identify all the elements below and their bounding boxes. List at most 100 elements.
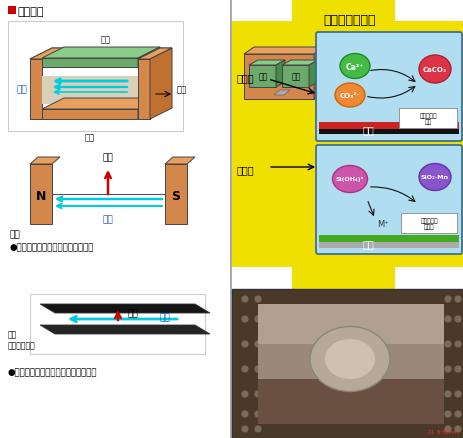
Bar (30, 165, 52, 225)
Polygon shape (138, 60, 150, 120)
FancyBboxPatch shape (400, 213, 456, 233)
Polygon shape (30, 49, 64, 60)
Ellipse shape (418, 56, 450, 84)
FancyBboxPatch shape (398, 109, 456, 129)
Text: 21  6:30mm: 21 6:30mm (427, 429, 457, 434)
Bar (30, 294, 205, 354)
Polygon shape (249, 66, 275, 88)
Bar (42, 77, 138, 105)
Polygon shape (42, 110, 138, 120)
Polygon shape (42, 99, 160, 110)
FancyBboxPatch shape (315, 33, 461, 141)
Polygon shape (282, 66, 308, 88)
Text: 水流: 水流 (160, 313, 170, 322)
Circle shape (253, 315, 262, 323)
Polygon shape (40, 304, 210, 313)
Polygon shape (42, 59, 138, 68)
Circle shape (453, 410, 461, 418)
Circle shape (443, 425, 451, 433)
Polygon shape (274, 91, 289, 96)
Text: 陽極: 陽極 (361, 238, 373, 248)
Polygon shape (244, 55, 313, 100)
Circle shape (453, 365, 461, 373)
Text: Ca²⁺: Ca²⁺ (345, 62, 363, 71)
Text: 磁石: 磁石 (176, 85, 187, 94)
Text: ●異種金属電極間での自然電位の発生: ●異種金属電極間での自然電位の発生 (8, 367, 97, 376)
Circle shape (453, 315, 461, 323)
Text: CO₃²⁻: CO₃²⁻ (339, 93, 360, 99)
Ellipse shape (418, 164, 450, 191)
Circle shape (453, 390, 461, 398)
Text: 磁石: 磁石 (10, 230, 21, 238)
Polygon shape (275, 61, 284, 88)
Bar (232, 0, 291, 22)
Ellipse shape (332, 166, 367, 193)
Text: ●ローレンツ電場による電流の発生: ●ローレンツ電場による電流の発生 (10, 243, 94, 251)
Text: Si(OH₄)°: Si(OH₄)° (335, 177, 363, 182)
Bar (257, 379, 443, 424)
Ellipse shape (339, 54, 369, 79)
Polygon shape (40, 325, 210, 334)
Text: 磁石: 磁石 (258, 72, 267, 81)
Polygon shape (138, 48, 160, 68)
Text: 陽極: 陽極 (101, 35, 111, 44)
Bar (394, 267, 463, 290)
Polygon shape (42, 48, 160, 59)
Circle shape (443, 410, 451, 418)
Ellipse shape (334, 84, 364, 108)
Circle shape (240, 340, 249, 348)
Polygon shape (30, 60, 42, 120)
Circle shape (453, 340, 461, 348)
Text: 磁石: 磁石 (291, 72, 300, 81)
Bar (232, 267, 291, 290)
Circle shape (240, 425, 249, 433)
Text: CaCO₃: CaCO₃ (422, 67, 446, 73)
Text: 陰　極: 陰 極 (237, 73, 254, 83)
Polygon shape (138, 49, 172, 60)
Text: 電極
（異種金属）: 電極 （異種金属） (8, 329, 36, 349)
Polygon shape (282, 61, 317, 66)
Bar (319, 236, 458, 243)
Text: 陽　極: 陽 極 (237, 165, 254, 175)
Text: 陰極: 陰極 (85, 133, 95, 141)
Bar (257, 304, 443, 344)
Polygon shape (30, 158, 60, 165)
Circle shape (453, 425, 461, 433)
Text: 金属イオン
の溶出: 金属イオン の溶出 (419, 217, 437, 230)
Text: 電流: 電流 (128, 309, 138, 318)
Circle shape (240, 295, 249, 303)
Circle shape (443, 315, 451, 323)
Text: M⁺: M⁺ (376, 220, 388, 229)
Bar (319, 123, 458, 130)
Circle shape (240, 315, 249, 323)
Bar (8, 7, 16, 15)
Circle shape (253, 425, 262, 433)
Circle shape (253, 365, 262, 373)
Text: SiO₂·Mn: SiO₂·Mn (420, 175, 448, 180)
Circle shape (240, 390, 249, 398)
Circle shape (253, 410, 262, 418)
Polygon shape (30, 49, 172, 60)
Ellipse shape (309, 327, 389, 392)
Bar (257, 304, 443, 424)
Circle shape (443, 390, 451, 398)
Text: 水流: 水流 (16, 85, 27, 94)
Circle shape (453, 295, 461, 303)
Bar (319, 130, 458, 135)
Text: アルカリ性
領域: アルカリ性 領域 (419, 113, 436, 125)
Text: 内部構造: 内部構造 (18, 7, 44, 17)
Circle shape (240, 365, 249, 373)
Circle shape (443, 340, 451, 348)
Polygon shape (313, 48, 323, 100)
Bar (319, 243, 458, 248)
Text: スケールキラー: スケールキラー (323, 14, 375, 27)
Ellipse shape (324, 339, 374, 379)
Text: 水流: 水流 (102, 215, 113, 223)
Bar (232, 290, 463, 438)
Circle shape (443, 365, 451, 373)
Circle shape (443, 295, 451, 303)
Bar (8, 22, 182, 132)
Circle shape (253, 390, 262, 398)
Circle shape (253, 340, 262, 348)
Polygon shape (150, 49, 172, 120)
